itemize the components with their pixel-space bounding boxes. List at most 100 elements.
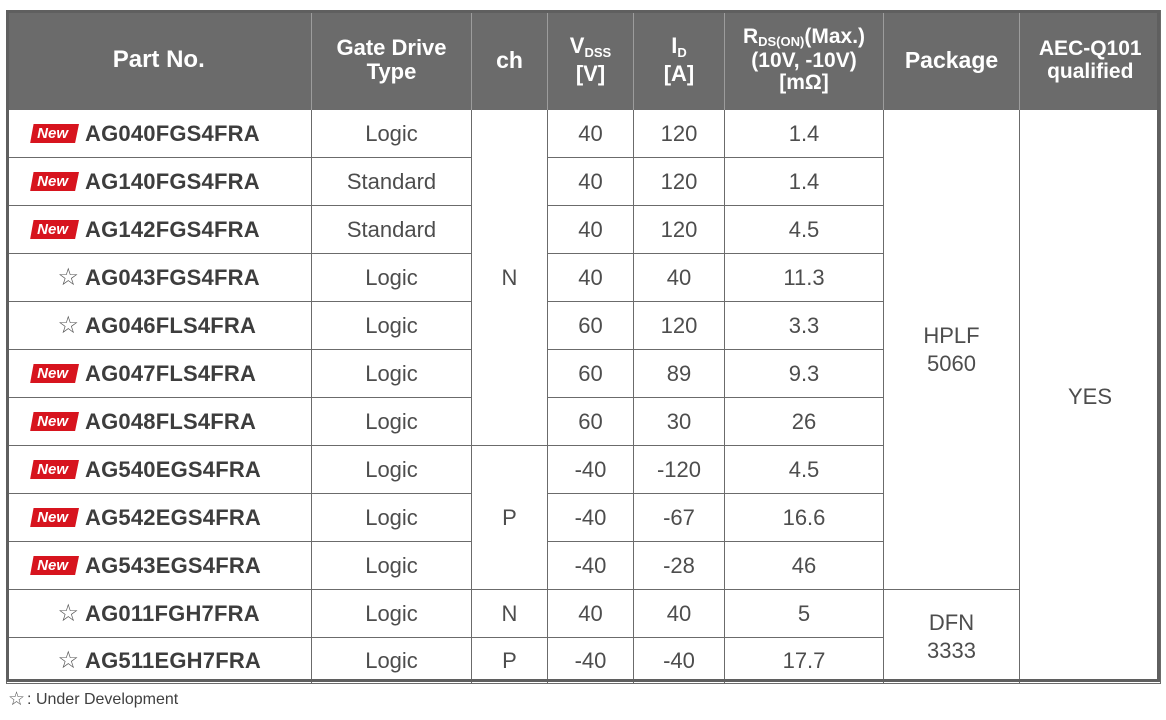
col-header-aec-q101: AEC-Q101 qualified [1019, 10, 1161, 110]
part-number: AG142FGS4FRA [85, 216, 260, 242]
gate-drive-cell: Standard [311, 157, 472, 206]
marker-slot: New [7, 556, 85, 575]
marker-slot: New [7, 172, 85, 191]
id-cell: 89 [633, 349, 725, 398]
part-no-wrapper: New AG142FGS4FRA [7, 206, 311, 253]
id-cell: 40 [633, 253, 725, 302]
vdss-cell: 40 [547, 157, 634, 206]
new-badge-icon: New [30, 556, 79, 575]
footnote-text: : Under Development [27, 691, 179, 708]
rdson-cell: 26 [724, 397, 884, 446]
part-no-wrapper: New AG047FLS4FRA [7, 350, 311, 397]
gate-drive-cell: Logic [311, 637, 472, 684]
marker-slot: ☆ [7, 311, 85, 339]
table-row: ☆ AG511EGH7FRA Logic P -40 -40 17.7 [6, 637, 1161, 684]
marker-slot: ☆ [7, 599, 85, 627]
part-no-wrapper: ☆ AG011FGH7FRA [7, 590, 311, 637]
new-badge-icon: New [30, 508, 79, 527]
package-line: HPLF [923, 322, 980, 348]
col-header-id: ID [A] [633, 10, 725, 110]
gate-drive-cell: Logic [311, 397, 472, 446]
id-cell: 40 [633, 589, 725, 638]
part-no-cell: New AG540EGS4FRA [6, 445, 312, 494]
marker-slot: ☆ [7, 263, 85, 291]
part-no-cell: ☆ AG046FLS4FRA [6, 301, 312, 350]
part-no-wrapper: New AG543EGS4FRA [7, 542, 311, 589]
part-number: AG011FGH7FRA [85, 600, 260, 626]
package-line: 3333 [927, 637, 976, 663]
id-cell: 120 [633, 205, 725, 254]
part-number: AG140FGS4FRA [85, 168, 260, 194]
new-badge-icon: New [30, 412, 79, 431]
package-line: DFN [928, 609, 975, 635]
part-no-cell: ☆ AG511EGH7FRA [6, 637, 312, 684]
vdss-cell: 40 [547, 589, 634, 638]
rdson-cell: 11.3 [724, 253, 884, 302]
marker-slot: New [7, 460, 85, 479]
table-row: New AG142FGS4FRA Standard 40 120 4.5 [6, 205, 1161, 254]
col-header-part-no: Part No. [6, 10, 312, 110]
table-row: ☆ AG011FGH7FRA Logic N 40 40 5 DFN 3333 [6, 589, 1161, 684]
marker-slot: New [7, 124, 85, 143]
rdson-cell: 46 [724, 541, 884, 590]
star-icon: ☆ [57, 599, 79, 627]
vdss-cell: -40 [547, 637, 634, 684]
col-header-gate-drive-type: Gate Drive Type [311, 10, 472, 110]
vdss-cell: 60 [547, 397, 634, 446]
part-number: AG511EGH7FRA [85, 647, 262, 673]
rdson-cell: 4.5 [724, 445, 884, 494]
product-table: Part No. Gate Drive Type ch VDSS [V] ID [A]… [6, 10, 1161, 684]
gate-drive-cell: Logic [311, 109, 472, 158]
marker-slot: ☆ [7, 648, 85, 673]
vdss-cell: 60 [547, 349, 634, 398]
table-row: ☆ AG043FGS4FRA Logic 40 40 11.3 [6, 253, 1161, 302]
header-row: Part No. Gate Drive Type ch VDSS [V] ID [A]… [6, 10, 1161, 110]
new-badge-icon: New [30, 124, 79, 143]
rdson-cell: 1.4 [724, 109, 884, 158]
id-cell: 120 [633, 109, 725, 158]
table-row: New AG140FGS4FRA Standard 40 120 1.4 [6, 157, 1161, 206]
new-badge-icon: New [30, 364, 79, 383]
table-body: New AG040FGS4FRA Logic N 40 120 1.4 HPLF 5060 YES… [6, 109, 1161, 684]
new-badge-icon: New [30, 220, 79, 239]
package-line: 5060 [927, 350, 976, 376]
part-no-wrapper: ☆ AG511EGH7FRA [7, 638, 311, 683]
star-icon: ☆ [57, 311, 79, 339]
part-number: AG542EGS4FRA [85, 504, 262, 530]
col-header-rdson: RDS(ON)(Max.) (10V, -10V) [mΩ] [724, 10, 884, 110]
part-number: AG543EGS4FRA [85, 552, 262, 578]
part-no-cell: New AG542EGS4FRA [6, 493, 312, 542]
vdss-cell: -40 [547, 445, 634, 494]
rdson-cell: 1.4 [724, 157, 884, 206]
col-header-vdss: VDSS [V] [547, 10, 634, 110]
id-cell: -40 [633, 637, 725, 684]
new-badge-icon: New [30, 460, 79, 479]
vdss-cell: -40 [547, 493, 634, 542]
part-no-cell: New AG543EGS4FRA [6, 541, 312, 590]
part-no-cell: ☆ AG011FGH7FRA [6, 589, 312, 638]
table-row: New AG047FLS4FRA Logic 60 89 9.3 [6, 349, 1161, 398]
table-row: ☆ AG046FLS4FRA Logic 60 120 3.3 [6, 301, 1161, 350]
marker-slot: New [7, 364, 85, 383]
part-number: AG048FLS4FRA [85, 408, 257, 434]
gate-drive-cell: Logic [311, 253, 472, 302]
package-cell: DFN 3333 [883, 589, 1020, 684]
part-no-cell: New AG040FGS4FRA [6, 109, 312, 158]
gate-drive-cell: Logic [311, 301, 472, 350]
rdson-cell: 17.7 [724, 637, 884, 684]
gate-drive-cell: Logic [311, 589, 472, 638]
marker-slot: New [7, 412, 85, 431]
gate-drive-cell: Standard [311, 205, 472, 254]
part-no-wrapper: New AG140FGS4FRA [7, 158, 311, 205]
vdss-cell: 40 [547, 109, 634, 158]
part-number: AG047FLS4FRA [85, 360, 257, 386]
star-icon: ☆ [57, 263, 79, 291]
gate-drive-cell: Logic [311, 445, 472, 494]
part-no-wrapper: New AG040FGS4FRA [7, 110, 311, 157]
new-badge-icon: New [30, 172, 79, 191]
marker-slot: New [7, 508, 85, 527]
part-no-wrapper: New AG048FLS4FRA [7, 398, 311, 445]
part-number: AG040FGS4FRA [85, 120, 260, 146]
marker-slot: New [7, 220, 85, 239]
rdson-cell: 5 [724, 589, 884, 638]
